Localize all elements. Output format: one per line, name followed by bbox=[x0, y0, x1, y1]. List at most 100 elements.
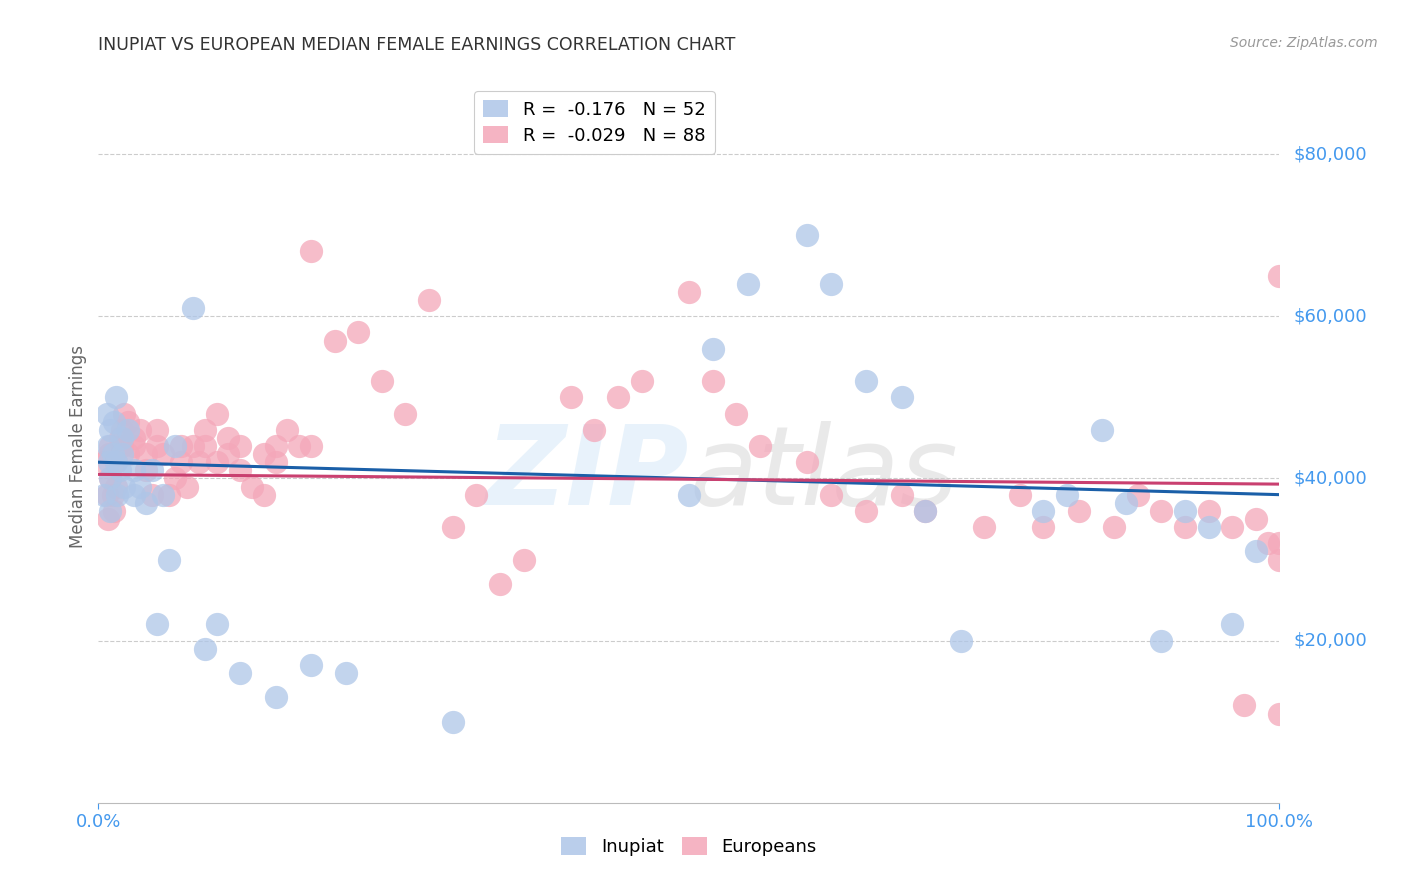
Point bbox=[98, 471, 121, 485]
Point bbox=[1268, 552, 1291, 566]
Point bbox=[96, 488, 118, 502]
Point bbox=[1257, 536, 1279, 550]
Point bbox=[678, 285, 700, 299]
Point bbox=[229, 439, 252, 453]
Point bbox=[914, 504, 936, 518]
Point bbox=[1244, 512, 1267, 526]
Point bbox=[97, 512, 120, 526]
Point bbox=[820, 488, 842, 502]
Point bbox=[1126, 488, 1149, 502]
Point bbox=[103, 415, 125, 429]
Point bbox=[117, 447, 139, 461]
Point bbox=[890, 488, 912, 502]
Point bbox=[122, 488, 145, 502]
Text: Source: ZipAtlas.com: Source: ZipAtlas.com bbox=[1230, 36, 1378, 50]
Point bbox=[165, 471, 187, 485]
Point bbox=[489, 577, 512, 591]
Point bbox=[217, 431, 239, 445]
Point bbox=[973, 520, 995, 534]
Point bbox=[1008, 488, 1031, 502]
Point bbox=[194, 641, 217, 656]
Point bbox=[105, 479, 128, 493]
Point bbox=[253, 447, 276, 461]
Point bbox=[105, 455, 128, 469]
Point bbox=[264, 455, 287, 469]
Point bbox=[299, 244, 322, 259]
Point bbox=[371, 374, 394, 388]
Point bbox=[890, 390, 912, 404]
Point bbox=[702, 374, 724, 388]
Point bbox=[187, 455, 209, 469]
Text: ZIP: ZIP bbox=[485, 421, 689, 528]
Point bbox=[1150, 504, 1173, 518]
Text: $40,000: $40,000 bbox=[1294, 469, 1367, 487]
Point bbox=[98, 471, 121, 485]
Point bbox=[108, 463, 131, 477]
Point bbox=[264, 439, 287, 453]
Point bbox=[111, 431, 134, 445]
Point bbox=[181, 439, 204, 453]
Point bbox=[105, 390, 128, 404]
Point bbox=[820, 277, 842, 291]
Point bbox=[98, 439, 121, 453]
Point bbox=[229, 666, 252, 681]
Point bbox=[111, 447, 134, 461]
Point bbox=[914, 504, 936, 518]
Point bbox=[949, 633, 972, 648]
Point bbox=[796, 455, 818, 469]
Point bbox=[1198, 520, 1220, 534]
Point bbox=[1268, 706, 1291, 721]
Point bbox=[678, 488, 700, 502]
Point bbox=[1244, 544, 1267, 558]
Point bbox=[141, 463, 163, 477]
Point bbox=[1268, 268, 1291, 283]
Point bbox=[135, 496, 157, 510]
Point bbox=[181, 301, 204, 315]
Point bbox=[1032, 520, 1054, 534]
Point bbox=[583, 423, 606, 437]
Point bbox=[796, 228, 818, 243]
Point bbox=[702, 342, 724, 356]
Point bbox=[855, 374, 877, 388]
Point bbox=[1220, 520, 1243, 534]
Point bbox=[1115, 496, 1137, 510]
Point bbox=[441, 520, 464, 534]
Point bbox=[1091, 423, 1114, 437]
Point bbox=[1032, 504, 1054, 518]
Point bbox=[146, 617, 169, 632]
Point bbox=[111, 423, 134, 437]
Text: atlas: atlas bbox=[689, 421, 957, 528]
Point bbox=[103, 504, 125, 518]
Point bbox=[323, 334, 346, 348]
Point bbox=[1174, 520, 1197, 534]
Point bbox=[1220, 617, 1243, 632]
Point bbox=[1198, 504, 1220, 518]
Point bbox=[512, 552, 534, 566]
Point bbox=[725, 407, 748, 421]
Point bbox=[170, 455, 193, 469]
Text: $80,000: $80,000 bbox=[1294, 145, 1367, 163]
Point bbox=[855, 504, 877, 518]
Point bbox=[1067, 504, 1090, 518]
Point bbox=[1233, 698, 1256, 713]
Point bbox=[141, 488, 163, 502]
Point bbox=[135, 463, 157, 477]
Point bbox=[105, 455, 128, 469]
Point bbox=[93, 455, 115, 469]
Point bbox=[152, 447, 174, 461]
Point bbox=[748, 439, 770, 453]
Point bbox=[465, 488, 488, 502]
Point bbox=[1102, 520, 1125, 534]
Point bbox=[205, 407, 228, 421]
Text: $60,000: $60,000 bbox=[1294, 307, 1367, 326]
Point bbox=[98, 455, 121, 469]
Point bbox=[93, 488, 115, 502]
Point bbox=[240, 479, 263, 493]
Legend: Inupiat, Europeans: Inupiat, Europeans bbox=[553, 829, 825, 865]
Point bbox=[1268, 536, 1291, 550]
Point bbox=[205, 455, 228, 469]
Point bbox=[157, 552, 180, 566]
Point bbox=[97, 439, 120, 453]
Point bbox=[176, 479, 198, 493]
Point bbox=[607, 390, 630, 404]
